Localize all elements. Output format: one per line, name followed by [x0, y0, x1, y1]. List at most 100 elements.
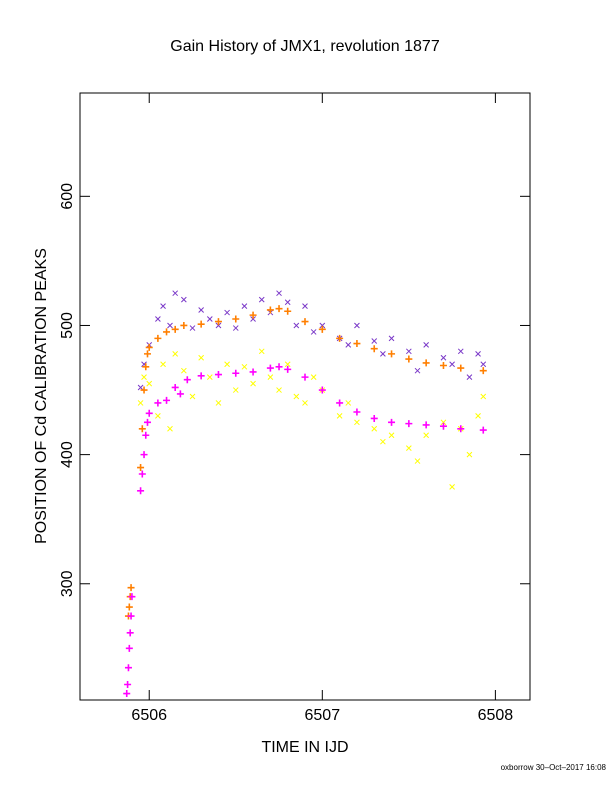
point — [354, 322, 360, 329]
point — [127, 612, 135, 620]
point — [232, 325, 239, 331]
footer: oxborrow 30–Oct–2017 16:08 — [501, 763, 607, 772]
point — [302, 303, 308, 309]
point — [319, 322, 326, 329]
point — [422, 359, 430, 367]
point — [405, 355, 413, 363]
point — [336, 334, 344, 342]
point — [284, 299, 291, 306]
chart-title: Gain History of JMX1, revolution 1877 — [170, 38, 440, 55]
x-axis-label: TIME IN IJD — [261, 739, 348, 756]
point — [172, 290, 179, 297]
point — [241, 303, 248, 309]
point — [163, 328, 171, 336]
point — [414, 367, 421, 374]
point — [266, 306, 274, 314]
point — [457, 425, 465, 433]
point — [293, 322, 300, 329]
point — [214, 318, 222, 326]
point — [224, 361, 230, 368]
point — [249, 311, 257, 319]
point — [266, 364, 274, 372]
point — [439, 362, 447, 370]
point — [405, 420, 413, 428]
x-tick-label: 6507 — [305, 707, 341, 724]
point — [155, 413, 161, 419]
point — [163, 396, 171, 404]
point — [138, 425, 146, 433]
x-tick-label: 6508 — [478, 707, 514, 724]
point — [275, 363, 283, 371]
point — [232, 387, 239, 393]
point — [140, 451, 148, 459]
point — [197, 320, 205, 328]
point — [140, 386, 148, 394]
point — [198, 354, 205, 361]
point — [126, 629, 134, 637]
point — [167, 425, 173, 432]
y-tick-label: 600 — [59, 183, 76, 210]
point — [353, 340, 361, 348]
point — [137, 400, 144, 406]
point — [422, 421, 430, 429]
point — [440, 419, 447, 426]
y-tick-label: 400 — [59, 441, 76, 468]
point — [155, 316, 161, 322]
point — [258, 348, 265, 355]
point — [302, 400, 308, 406]
point — [138, 470, 146, 478]
point — [171, 325, 179, 333]
point — [479, 367, 487, 375]
point — [318, 325, 326, 333]
point — [293, 393, 300, 400]
point — [183, 376, 191, 384]
y-axis-label: POSITION OF Cd CALIBRATION PEAKS — [33, 248, 50, 544]
point — [380, 438, 386, 445]
point — [215, 322, 222, 329]
point — [124, 681, 132, 689]
plot-frame — [79, 92, 531, 701]
point — [414, 458, 421, 464]
point — [336, 399, 344, 407]
point — [371, 338, 378, 344]
point — [284, 361, 291, 368]
point — [457, 348, 464, 355]
point — [125, 644, 133, 652]
point — [145, 343, 153, 351]
point — [180, 367, 187, 374]
point — [124, 664, 132, 672]
point — [466, 374, 473, 380]
point — [215, 400, 222, 406]
point — [480, 393, 487, 400]
point — [128, 593, 136, 601]
point — [370, 345, 378, 353]
point — [250, 380, 256, 387]
point — [160, 361, 166, 368]
point — [172, 351, 179, 357]
point — [353, 408, 361, 416]
point — [284, 365, 292, 373]
point — [232, 315, 240, 323]
point — [275, 305, 283, 313]
point — [250, 316, 256, 322]
point — [345, 400, 352, 406]
point — [475, 413, 481, 419]
point — [345, 341, 352, 348]
point — [388, 418, 396, 426]
y-tick-label: 500 — [59, 312, 76, 339]
point — [354, 419, 360, 426]
point — [405, 348, 412, 355]
point — [380, 351, 386, 357]
point — [146, 380, 153, 387]
point — [370, 414, 378, 422]
point — [440, 354, 447, 361]
point — [405, 445, 412, 452]
point — [449, 361, 455, 368]
point — [180, 296, 187, 303]
point — [141, 374, 147, 380]
point — [241, 363, 248, 370]
point — [160, 303, 166, 309]
point — [154, 334, 162, 342]
point — [388, 335, 395, 342]
point — [180, 321, 188, 329]
